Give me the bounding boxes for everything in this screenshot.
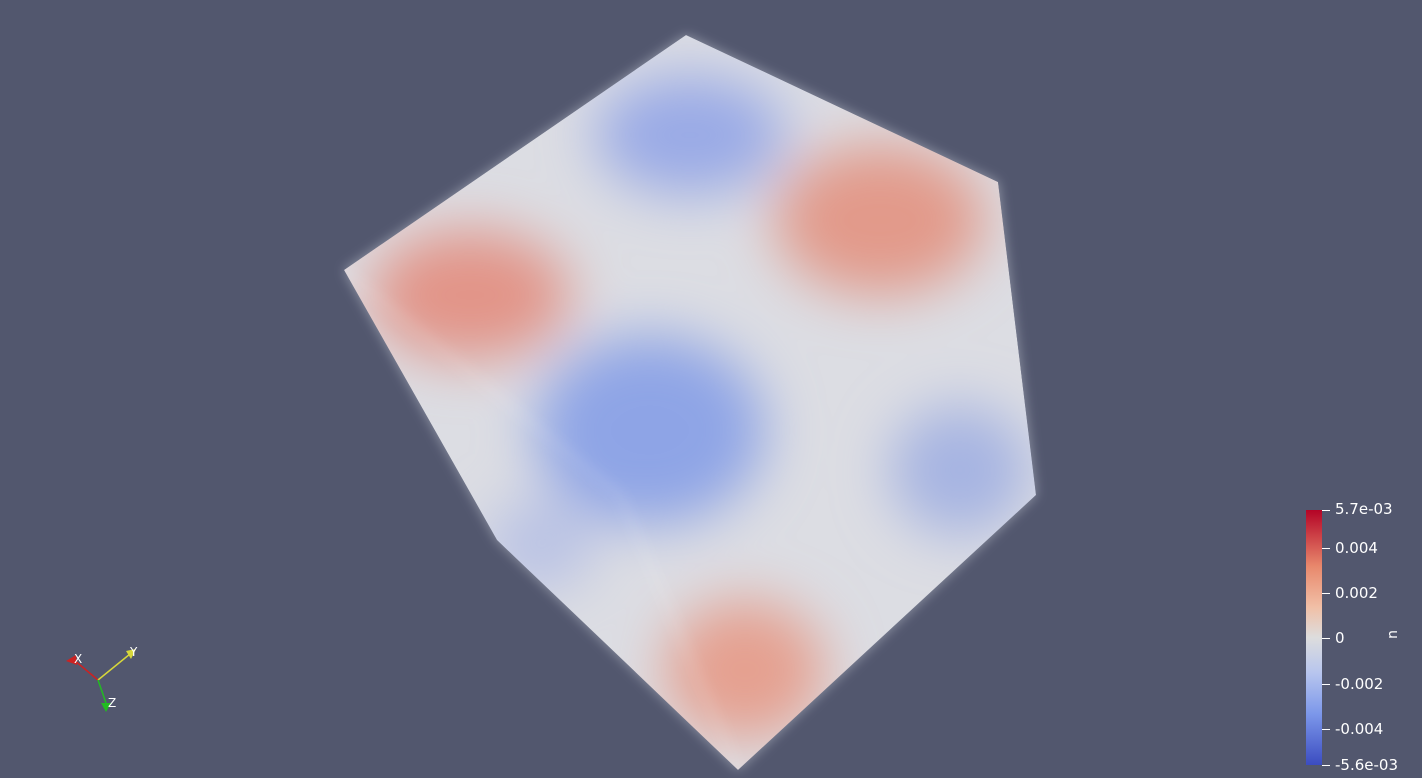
scalar-bar-tick xyxy=(1322,638,1330,639)
scalar-bar-tick xyxy=(1322,765,1330,766)
scalar-bar-tick-label: 0.004 xyxy=(1335,539,1378,557)
blob-red-left xyxy=(370,230,570,360)
z-axis-arrow xyxy=(101,703,111,712)
z-axis-label: Z xyxy=(108,696,116,710)
z-axis-line xyxy=(97,679,107,704)
x-axis-label: X xyxy=(74,652,82,666)
scalar-bar-tick-label: -0.004 xyxy=(1335,720,1384,738)
scalar-bar-gradient xyxy=(1306,510,1322,765)
x-axis-arrow xyxy=(66,655,77,665)
scalar-bar-tick xyxy=(1322,510,1330,511)
scalar-bar-title: u xyxy=(1385,630,1401,639)
y-axis-label: Y xyxy=(129,645,138,659)
scalar-bar-tick-label: -0.002 xyxy=(1335,675,1384,693)
scalar-bar-tick xyxy=(1322,684,1330,685)
y-axis-arrow xyxy=(126,649,136,659)
blob-blue-center xyxy=(535,335,765,525)
scalar-bar-tick xyxy=(1322,729,1330,730)
volume-cube xyxy=(344,35,1036,770)
blob-blue-right xyxy=(890,405,1030,535)
y-axis-line xyxy=(97,653,131,681)
blob-red-bottom xyxy=(665,600,825,740)
scalar-bar[interactable]: 5.7e-03 0.004 0.002 0 -0.002 -0.004 -5.6… xyxy=(1300,500,1420,774)
blob-red-right xyxy=(775,145,985,295)
scalar-bar-tick xyxy=(1322,593,1330,594)
scalar-bar-min-label: -5.6e-03 xyxy=(1335,756,1398,774)
blob-blue-lowleft xyxy=(485,500,595,590)
orientation-axes: X Y Z xyxy=(66,645,138,712)
blob-blue-top xyxy=(595,75,785,195)
scalar-bar-tick-label: 0.002 xyxy=(1335,584,1378,602)
scalar-bar-tick-label: 0 xyxy=(1335,629,1345,647)
scalar-bar-tick xyxy=(1322,548,1330,549)
x-axis-line xyxy=(73,659,99,681)
scalar-bar-max-label: 5.7e-03 xyxy=(1335,500,1393,518)
